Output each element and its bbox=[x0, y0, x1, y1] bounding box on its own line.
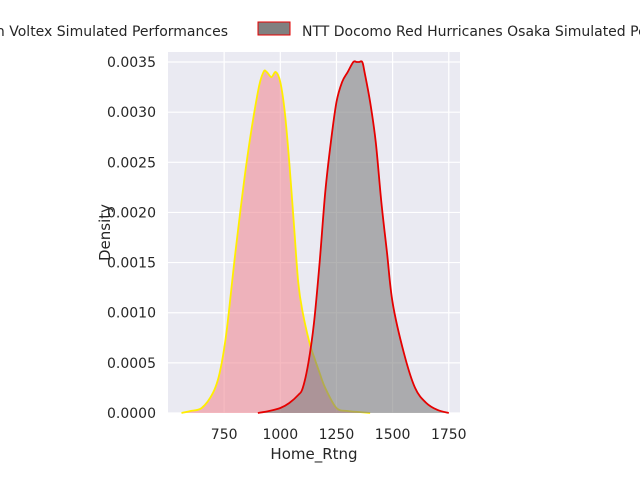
x-tick-label: 1500 bbox=[375, 427, 411, 443]
series-2-area bbox=[257, 61, 449, 413]
series-2-line bbox=[257, 60, 450, 414]
y-tick-label: 0.0030 bbox=[107, 105, 156, 121]
y-tick-label: 0.0015 bbox=[107, 256, 156, 272]
x-axis-title: Home_Rtng bbox=[270, 445, 357, 464]
legend-patch-series-2 bbox=[257, 21, 291, 36]
series-layer bbox=[181, 60, 450, 414]
legend-label-series-2: NTT Docomo Red Hurricanes Osaka Simulate… bbox=[302, 24, 640, 40]
y-tick-label: 0.0010 bbox=[107, 306, 156, 322]
y-tick-label: 0.0025 bbox=[107, 155, 156, 171]
y-tick-label: 0.0035 bbox=[107, 55, 156, 71]
x-axis-ticks: 750 1000 1250 1500 1750 bbox=[211, 427, 467, 443]
legend-label-series-1: en Voltex Simulated Performances bbox=[0, 24, 228, 40]
x-tick-label: 750 bbox=[211, 427, 238, 443]
y-tick-label: 0.0005 bbox=[107, 356, 156, 372]
x-tick-label: 1250 bbox=[319, 427, 355, 443]
series-1-area bbox=[181, 70, 371, 413]
x-tick-label: 1000 bbox=[262, 427, 298, 443]
y-axis-ticks: 0.0000 0.0005 0.0010 0.0015 0.0020 0.0025 0.00… bbox=[107, 55, 156, 422]
y-tick-label: 0.0000 bbox=[107, 406, 156, 422]
x-tick-label: 1750 bbox=[431, 427, 467, 443]
legend: en Voltex Simulated Performances NTT Doco… bbox=[0, 21, 640, 40]
y-axis-title: Density bbox=[96, 204, 114, 261]
y-tick-label: 0.0020 bbox=[107, 205, 156, 221]
